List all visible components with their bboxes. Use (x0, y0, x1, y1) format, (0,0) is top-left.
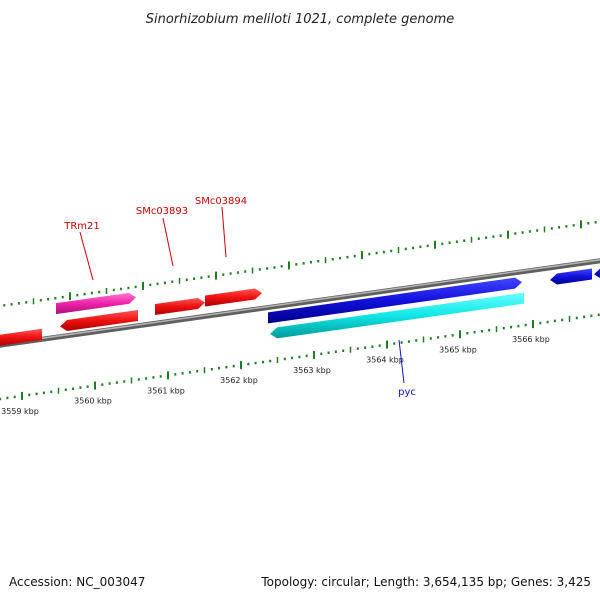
gene-leader-line (79, 231, 94, 281)
gene-arrow-trm21[interactable] (56, 292, 136, 315)
gene-arrow-red-2[interactable] (60, 310, 138, 331)
gene-label-trm21[interactable]: TRm21 (63, 221, 100, 232)
gene-label-layer: TRm21 SMc03893 SMc03894 pyc (63, 196, 416, 398)
genome-stats-text: Topology: circular; Length: 3,654,135 bp… (260, 575, 591, 589)
gene-arrow-pyc[interactable] (270, 292, 524, 339)
tick-label: 3566 kbp (512, 335, 550, 344)
page-title: Sinorhizobium meliloti 1021, complete ge… (146, 12, 455, 27)
genome-backbone (0, 258, 600, 348)
gene-leader-line (221, 206, 227, 258)
gene-label-pyc[interactable]: pyc (398, 387, 416, 398)
accession-text: Accession: NC_003047 (9, 575, 145, 589)
upper-tick-track (3, 220, 597, 307)
tick-label: 3563 kbp (293, 366, 331, 375)
genome-backbone-highlight (0, 259, 600, 345)
gene-arrow-blue-long[interactable] (268, 277, 522, 324)
tick-label: 3560 kbp (74, 397, 112, 406)
gene-arrow-smc03894[interactable] (205, 288, 262, 307)
gene-arrow-blue-edge[interactable] (594, 262, 600, 279)
gene-label-smc03893[interactable]: SMc03893 (136, 206, 188, 217)
lower-tick-track: 3559 kbp 3560 kbp 3561 kbp 3562 kbp 3563 kbp… (0, 313, 600, 416)
tick-label: 3562 kbp (220, 376, 258, 385)
tick-label: 3561 kbp (147, 386, 185, 395)
tick-label: 3559 kbp (1, 407, 39, 416)
gene-arrow-red-left[interactable] (0, 328, 42, 346)
gene-leader-line (398, 339, 405, 384)
gene-leader-line (162, 217, 174, 267)
tick-label: 3565 kbp (439, 345, 477, 354)
gene-layer (0, 262, 600, 346)
gene-arrow-blue-right[interactable] (550, 268, 592, 285)
tick-label: 3564 kbp (366, 356, 404, 365)
gene-label-smc03894[interactable]: SMc03894 (195, 196, 247, 207)
gene-arrow-smc03893[interactable] (155, 298, 205, 315)
